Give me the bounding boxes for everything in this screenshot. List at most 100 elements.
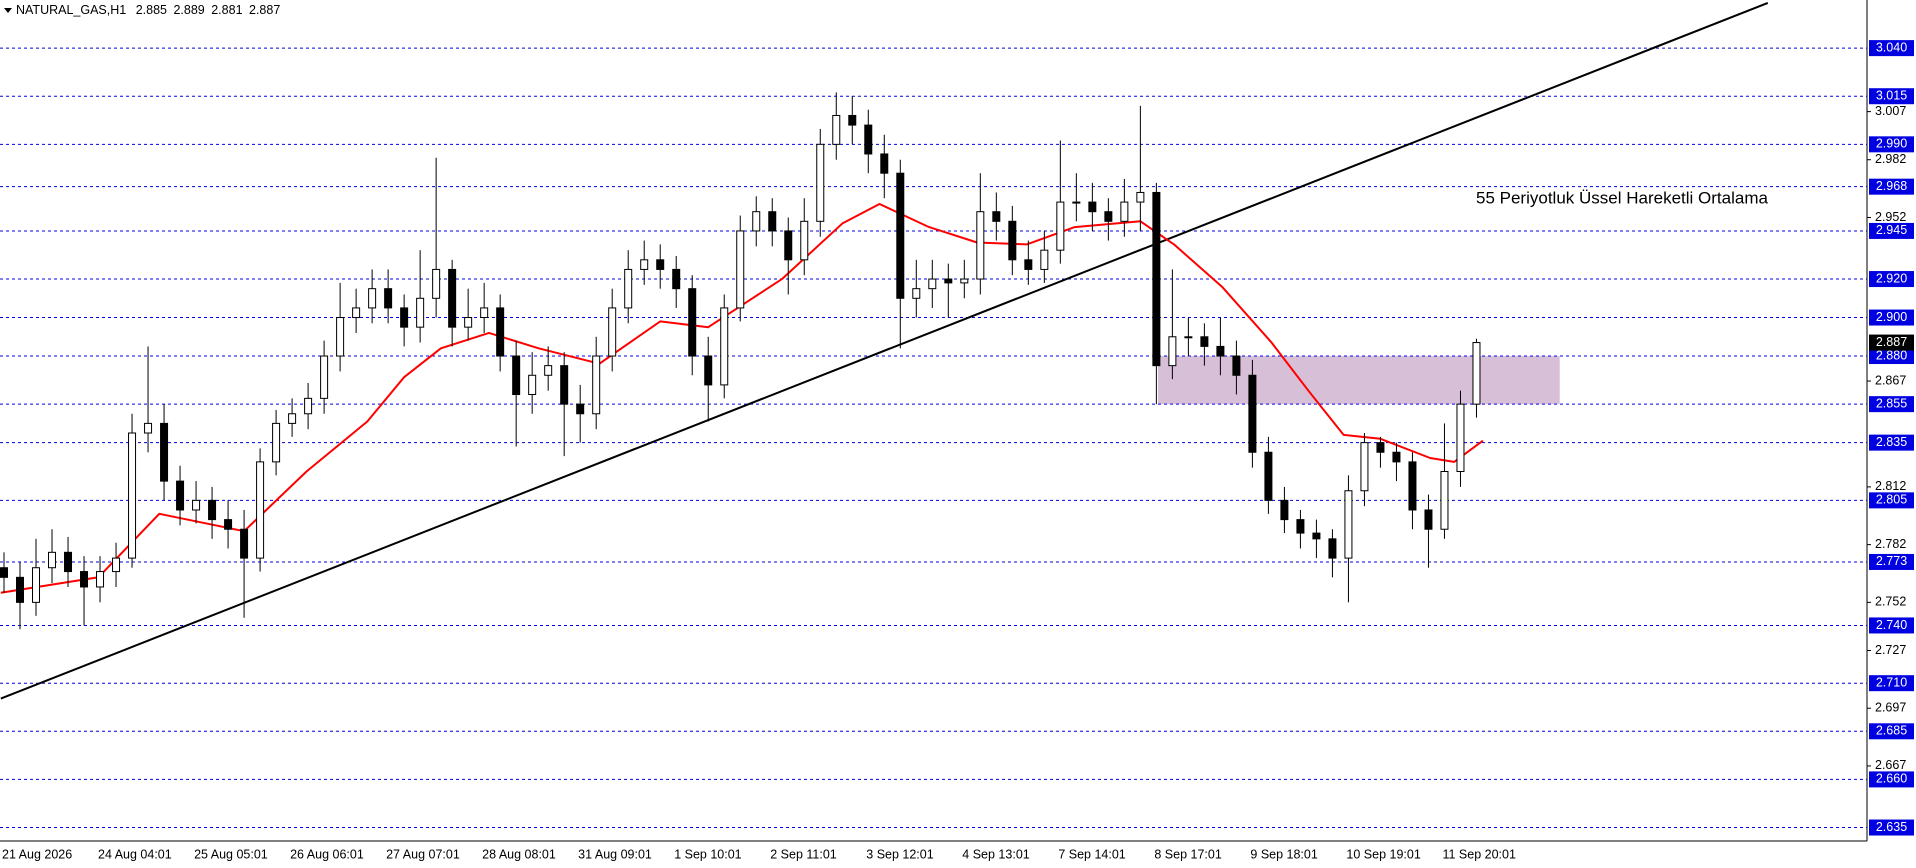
- level-box: [1869, 178, 1914, 195]
- candle-body: [416, 297, 425, 328]
- candle-body: [432, 268, 441, 299]
- candle-body: [576, 403, 585, 415]
- level-box: [1869, 40, 1914, 57]
- level-box: [1869, 309, 1914, 326]
- level-label: 2.660: [1876, 772, 1907, 786]
- level-box: [1869, 434, 1914, 451]
- candle-body: [864, 124, 873, 155]
- candle-body: [1440, 470, 1449, 530]
- candle-body: [256, 461, 265, 559]
- level-box: [1869, 271, 1914, 288]
- candle-body: [976, 211, 985, 280]
- candle-body: [832, 114, 841, 145]
- candle-body: [1360, 442, 1369, 492]
- level-label: 2.900: [1876, 310, 1907, 324]
- x-tick-label: 3 Sep 12:01: [866, 847, 933, 861]
- candle-body: [1392, 451, 1401, 463]
- candle-body: [128, 432, 137, 559]
- level-label: 2.855: [1876, 396, 1907, 410]
- y-tick-label: 2.867: [1875, 373, 1906, 387]
- candle-body: [656, 259, 665, 270]
- x-tick-label: 10 Sep 19:01: [1346, 847, 1420, 861]
- y-tick-label: 2.727: [1875, 643, 1906, 657]
- candle-body: [112, 557, 121, 573]
- candle-body: [1040, 249, 1049, 270]
- x-tick-label: 27 Aug 07:01: [386, 847, 460, 861]
- candle-body: [704, 355, 713, 386]
- symbol: NATURAL_GAS,H1: [16, 3, 126, 17]
- candle-body: [1088, 201, 1097, 213]
- candle-body: [304, 397, 313, 415]
- level-box: [1869, 222, 1914, 239]
- y-tick-label: 2.812: [1875, 479, 1906, 493]
- x-tick-label: 26 Aug 06:01: [290, 847, 364, 861]
- candle-body: [1184, 336, 1193, 339]
- candle-body: [48, 551, 57, 569]
- candle-body: [208, 499, 217, 521]
- candle-body: [336, 317, 345, 357]
- y-tick-label: 2.982: [1875, 152, 1906, 166]
- annotation: 55 Periyotluk Üssel Hareketli Ortalama: [1476, 188, 1768, 207]
- candle-body: [496, 307, 505, 357]
- candle-body: [224, 519, 233, 530]
- x-tick-label: 1 Sep 10:01: [674, 847, 741, 861]
- candle-body: [736, 230, 745, 309]
- candle-body: [272, 422, 281, 463]
- x-tick-label: 24 Aug 04:01: [98, 847, 172, 861]
- candle-body: [560, 365, 569, 405]
- y-tick-label: 2.697: [1875, 701, 1906, 715]
- candle-body: [1136, 191, 1145, 203]
- level-label: 2.968: [1876, 179, 1907, 193]
- x-tick-label: 7 Sep 14:01: [1058, 847, 1125, 861]
- candle-body: [912, 288, 921, 299]
- level-label: 2.835: [1876, 435, 1907, 449]
- candle-body: [32, 567, 41, 603]
- candle-body: [992, 211, 1001, 222]
- level-label: 2.990: [1876, 137, 1907, 151]
- level-label: 2.635: [1876, 820, 1907, 834]
- candle-body: [400, 307, 409, 328]
- level-box: [1869, 136, 1914, 153]
- header-low: 2.881: [211, 3, 242, 17]
- candle-body: [352, 307, 361, 319]
- candle-body: [1152, 191, 1161, 367]
- level-label: 3.015: [1876, 89, 1907, 103]
- candle-body: [144, 422, 153, 434]
- candle-body: [1024, 259, 1033, 270]
- x-tick-label: 9 Sep 18:01: [1250, 847, 1317, 861]
- y-tick-label: 3.007: [1875, 104, 1906, 118]
- candle-body: [160, 422, 169, 482]
- level-label: 2.685: [1876, 724, 1907, 738]
- candle-body: [320, 355, 329, 399]
- candle-body: [1104, 211, 1113, 222]
- candle-body: [1296, 519, 1305, 534]
- header: NATURAL_GAS,H1 2.885 2.889 2.881 2.887: [16, 3, 280, 17]
- candle-body: [1200, 336, 1209, 347]
- candle-body: [944, 278, 953, 284]
- last-price-box: [1869, 334, 1914, 351]
- header-high: 2.889: [173, 3, 204, 17]
- level-box: [1869, 617, 1914, 634]
- candle-body: [288, 413, 297, 424]
- candle-body: [192, 499, 201, 511]
- candle-body: [176, 480, 185, 511]
- candle-body: [1456, 403, 1465, 472]
- candle-body: [688, 288, 697, 357]
- candle-body: [384, 288, 393, 309]
- level-label: 2.773: [1876, 554, 1907, 568]
- header-open: 2.885: [136, 3, 167, 17]
- candle-body: [816, 143, 825, 222]
- candle-body: [1216, 345, 1225, 357]
- candle-body: [1264, 451, 1273, 501]
- candle-body: [64, 551, 73, 573]
- candle-body: [464, 317, 473, 328]
- y-tick-label: 2.667: [1875, 758, 1906, 772]
- candle-body: [1008, 220, 1017, 261]
- candle-body: [848, 114, 857, 126]
- candle-body: [1376, 442, 1385, 453]
- lines-layer: [0, 1, 1769, 700]
- candle-body: [640, 259, 649, 270]
- candle-body: [368, 288, 377, 309]
- candle-body: [1280, 499, 1289, 521]
